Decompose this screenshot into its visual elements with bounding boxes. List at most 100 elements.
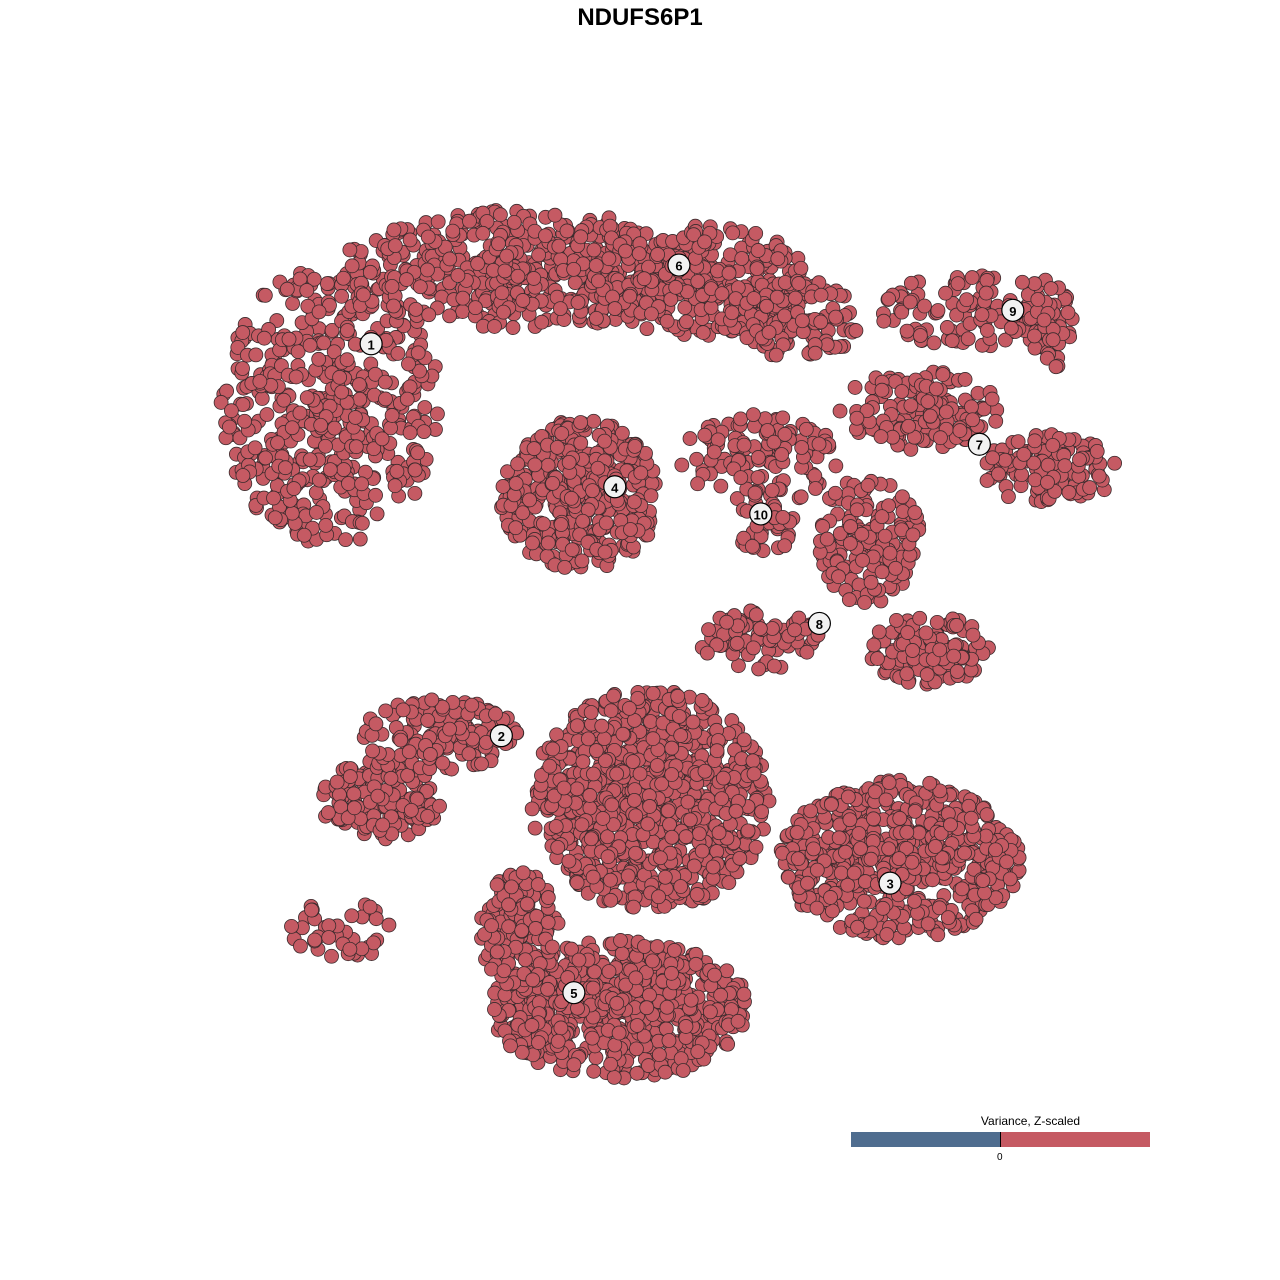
data-point [420, 229, 436, 245]
data-point [833, 865, 849, 881]
data-point [794, 440, 810, 455]
data-point [856, 893, 872, 909]
data-point [475, 225, 491, 241]
data-point [1061, 485, 1077, 500]
data-point [247, 440, 263, 456]
data-point [369, 506, 385, 522]
data-point [308, 485, 324, 500]
data-point [725, 225, 741, 241]
data-point [1048, 359, 1064, 375]
data-point [420, 712, 436, 728]
data-point [609, 766, 625, 782]
data-point [860, 477, 876, 493]
data-point [339, 352, 355, 368]
data-point [468, 300, 483, 316]
data-point [811, 436, 827, 452]
data-point [645, 731, 661, 747]
data-point [316, 335, 332, 351]
data-point [377, 374, 393, 390]
data-point [430, 214, 446, 230]
data-point [276, 392, 292, 408]
data-point [734, 251, 750, 266]
data-point [674, 457, 690, 473]
data-point [959, 292, 975, 308]
data-point [570, 295, 586, 310]
data-point [596, 731, 612, 747]
data-point [892, 810, 908, 826]
data-point [284, 918, 299, 934]
data-point [815, 519, 831, 534]
data-point [964, 399, 979, 415]
data-point [402, 425, 418, 441]
data-point [629, 1065, 645, 1081]
data-point [390, 346, 406, 361]
points-layer [213, 203, 1123, 1086]
data-point [713, 478, 729, 494]
data-point [927, 839, 943, 854]
data-point [334, 288, 349, 304]
data-point [381, 917, 397, 933]
data-point [961, 798, 977, 814]
data-point [748, 225, 764, 241]
data-point [965, 412, 980, 428]
data-point [929, 614, 945, 630]
data-point [900, 625, 916, 640]
data-point [933, 430, 948, 446]
data-point [691, 826, 707, 842]
data-point [535, 516, 551, 532]
data-point [497, 263, 513, 279]
data-point [794, 313, 810, 329]
data-point [775, 509, 791, 525]
data-point [701, 622, 716, 638]
data-point [699, 645, 715, 661]
data-point [235, 397, 251, 412]
data-point [777, 308, 792, 324]
data-point [791, 276, 807, 291]
data-point [551, 238, 567, 254]
data-point [736, 732, 752, 748]
data-point [370, 788, 386, 804]
chart-title: NDUFS6P1 [577, 4, 703, 31]
data-point [832, 403, 848, 419]
data-point [299, 283, 315, 298]
data-point [745, 753, 761, 769]
data-point [569, 718, 585, 734]
data-point [338, 532, 354, 548]
data-point [798, 421, 814, 437]
data-point [508, 520, 524, 536]
data-point [979, 322, 995, 338]
data-point [754, 804, 770, 820]
data-point [664, 829, 680, 845]
data-point [659, 313, 675, 329]
data-point [284, 420, 300, 436]
data-point [494, 285, 510, 301]
data-point [750, 470, 766, 485]
data-point [450, 268, 466, 283]
data-point [435, 755, 451, 771]
data-point [626, 792, 642, 808]
data-point [875, 900, 891, 916]
data-point [324, 948, 339, 964]
data-point [664, 740, 680, 756]
data-point [311, 351, 327, 367]
data-point [894, 384, 910, 399]
data-point [564, 542, 580, 558]
data-point [307, 932, 323, 948]
data-point [853, 841, 868, 856]
data-point [823, 890, 838, 905]
data-point [235, 468, 251, 483]
data-point [721, 875, 737, 891]
data-point [876, 313, 892, 329]
data-point [930, 303, 946, 318]
data-point [615, 726, 631, 742]
data-point [455, 304, 470, 319]
data-point [515, 293, 531, 308]
data-point [319, 276, 335, 291]
data-point [831, 830, 847, 846]
data-point [378, 391, 393, 407]
data-point [1107, 455, 1123, 471]
data-point [410, 345, 426, 361]
data-point [709, 743, 725, 759]
data-point [455, 290, 471, 306]
data-point [775, 410, 791, 426]
